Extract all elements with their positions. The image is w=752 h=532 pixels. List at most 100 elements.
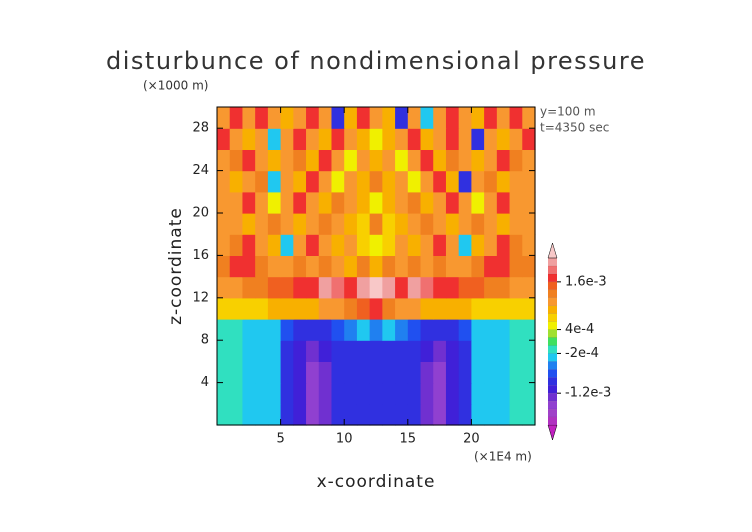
contour-cell — [331, 297, 345, 320]
contour-cell — [242, 319, 256, 341]
contour-cell — [356, 107, 371, 129]
contour-cell — [458, 107, 472, 129]
contour-cell — [484, 297, 498, 320]
contour-cell — [458, 382, 472, 405]
contour-cell — [293, 213, 307, 235]
contour-cell — [395, 213, 409, 235]
colorbar-band — [548, 297, 557, 306]
contour-cell — [509, 403, 523, 426]
contour-cell — [458, 128, 472, 150]
x-axis-label: x-coordinate — [317, 472, 436, 492]
contour-cell — [344, 319, 358, 341]
contour-cell — [356, 191, 371, 214]
colorbar-tick-label: 1.6e-3 — [565, 274, 607, 289]
contour-cell — [433, 276, 447, 299]
contour-cell — [445, 234, 460, 256]
contour-cell — [217, 361, 231, 384]
contour-cell — [496, 213, 511, 235]
contour-cell — [420, 276, 434, 299]
contour-cell — [280, 361, 294, 384]
contour-cell — [267, 361, 282, 384]
contour-cell — [217, 213, 231, 235]
contour-cell — [318, 255, 333, 278]
contour-cell — [229, 234, 244, 256]
contour-cell — [407, 107, 422, 129]
contour-cell — [496, 149, 511, 172]
contour-cell — [433, 191, 447, 214]
contour-cell — [306, 255, 320, 278]
contour-cell — [293, 191, 307, 214]
contour-cell — [471, 276, 485, 299]
y-tick-label: 16 — [192, 248, 209, 263]
contour-cell — [369, 340, 383, 362]
contour-cell — [509, 340, 523, 362]
contour-cell — [242, 234, 256, 256]
contour-cell — [280, 213, 294, 235]
contour-cell — [280, 234, 294, 256]
contour-cell — [458, 276, 472, 299]
contour-cell — [331, 340, 345, 362]
contour-cell — [458, 297, 472, 320]
contour-cell — [496, 297, 511, 320]
contour-cell — [293, 128, 307, 150]
contour-cell — [331, 128, 345, 150]
contour-cell — [458, 191, 472, 214]
contour-cell — [407, 255, 422, 278]
contour-cell — [369, 382, 383, 405]
colorbar-band — [548, 353, 557, 362]
contour-cell — [420, 361, 434, 384]
contour-cell — [293, 255, 307, 278]
contour-cell — [369, 107, 383, 129]
contour-cell — [356, 234, 371, 256]
contour-cell — [407, 319, 422, 341]
contour-cell — [522, 403, 536, 426]
contour-cell — [369, 149, 383, 172]
contour-cell — [344, 382, 358, 405]
contour-cell — [242, 149, 256, 172]
contour-cell — [407, 361, 422, 384]
contour-cell — [369, 128, 383, 150]
contour-cell — [255, 128, 269, 150]
colorbar-band — [548, 417, 557, 425]
contour-cell — [255, 107, 269, 129]
colorbar-band — [548, 345, 557, 354]
contour-cell — [344, 213, 358, 235]
contour-cell — [484, 403, 498, 426]
contour-cell — [267, 382, 282, 405]
contour-cell — [496, 340, 511, 362]
colorbar-band — [548, 313, 557, 322]
contour-cell — [522, 234, 536, 256]
contour-cell — [433, 213, 447, 235]
contour-cell — [496, 255, 511, 278]
contour-cell — [433, 319, 447, 341]
contour-cell — [445, 340, 460, 362]
contour-cell — [356, 297, 371, 320]
contour-cell — [344, 234, 358, 256]
contour-cell — [522, 213, 536, 235]
contour-cell — [382, 234, 396, 256]
contour-cell — [522, 297, 536, 320]
contour-cell — [382, 213, 396, 235]
contour-cell — [293, 170, 307, 193]
contour-cell — [407, 170, 422, 193]
contour-cell — [318, 340, 333, 362]
contour-cell — [344, 361, 358, 384]
contour-cell — [395, 128, 409, 150]
contour-cell — [331, 107, 345, 129]
contour-cell — [395, 319, 409, 341]
contour-cell — [420, 191, 434, 214]
contour-cell — [420, 234, 434, 256]
contour-cell — [344, 149, 358, 172]
contour-cell — [318, 382, 333, 405]
contour-cell — [484, 107, 498, 129]
contour-cell — [458, 170, 472, 193]
contour-cell — [369, 319, 383, 341]
contour-cell — [420, 340, 434, 362]
contour-cell — [267, 319, 282, 341]
contour-cell — [356, 128, 371, 150]
contour-cell — [420, 107, 434, 129]
contour-cell — [445, 107, 460, 129]
contour-cell — [420, 297, 434, 320]
contour-cell — [369, 170, 383, 193]
contour-cell — [280, 255, 294, 278]
